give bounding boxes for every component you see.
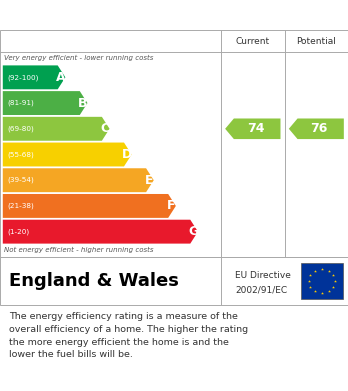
Text: C: C <box>100 122 110 135</box>
Polygon shape <box>3 117 110 141</box>
Text: (55-68): (55-68) <box>7 151 34 158</box>
Polygon shape <box>3 143 132 167</box>
Text: (39-54): (39-54) <box>7 177 34 183</box>
Text: 2002/91/EC: 2002/91/EC <box>235 285 287 294</box>
Text: (21-38): (21-38) <box>7 203 34 209</box>
Text: D: D <box>122 148 132 161</box>
Text: Not energy efficient - higher running costs: Not energy efficient - higher running co… <box>4 247 154 253</box>
Text: G: G <box>188 225 198 238</box>
Polygon shape <box>289 118 344 139</box>
Text: Energy Efficiency Rating: Energy Efficiency Rating <box>9 7 219 23</box>
Text: 74: 74 <box>247 122 264 135</box>
Text: (1-20): (1-20) <box>7 228 29 235</box>
Text: (92-100): (92-100) <box>7 74 38 81</box>
Text: B: B <box>78 97 88 109</box>
Polygon shape <box>3 65 65 89</box>
Text: Current: Current <box>236 36 270 45</box>
Text: EU Directive: EU Directive <box>235 271 291 280</box>
FancyBboxPatch shape <box>301 263 343 299</box>
Text: F: F <box>167 199 175 212</box>
Text: 76: 76 <box>310 122 327 135</box>
Text: Potential: Potential <box>296 36 336 45</box>
Text: (81-91): (81-91) <box>7 100 34 106</box>
Polygon shape <box>3 194 176 218</box>
Text: Very energy efficient - lower running costs: Very energy efficient - lower running co… <box>4 55 153 61</box>
Text: A: A <box>56 71 65 84</box>
Polygon shape <box>3 91 87 115</box>
Polygon shape <box>225 118 280 139</box>
Text: E: E <box>145 174 153 187</box>
Text: England & Wales: England & Wales <box>9 272 179 290</box>
Text: The energy efficiency rating is a measure of the
overall efficiency of a home. T: The energy efficiency rating is a measur… <box>9 312 248 359</box>
Polygon shape <box>3 168 154 192</box>
Text: (69-80): (69-80) <box>7 126 34 132</box>
Polygon shape <box>3 220 198 244</box>
